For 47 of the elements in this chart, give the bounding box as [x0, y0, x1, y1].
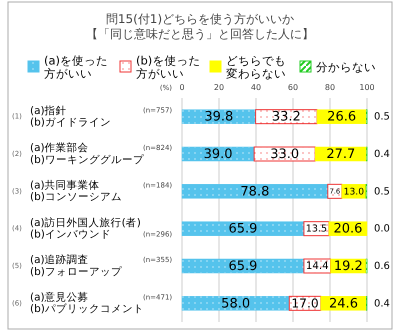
data-label: 13.0	[344, 186, 364, 197]
data-label: 0.5	[374, 111, 390, 122]
x-tick-label: 60	[288, 82, 298, 92]
x-tick-label: 40	[250, 82, 262, 92]
data-label: 13.5	[306, 223, 328, 234]
chart-title: 問15(付1)どちらを使う方がいいか	[106, 12, 294, 26]
data-label: 26.6	[327, 109, 356, 124]
data-label: 14.4	[306, 260, 329, 272]
bar	[182, 146, 254, 162]
bar	[314, 146, 367, 162]
legend-label: どちらでも変わらない	[226, 54, 286, 80]
data-label: 65.9	[228, 221, 258, 236]
data-label: 20.6	[333, 221, 362, 236]
data-label: 58.0	[221, 296, 250, 311]
data-label: 0.4	[374, 148, 390, 160]
legend-label: (b)を使った方がいい	[136, 54, 200, 80]
data-label: 39.0	[204, 146, 233, 162]
data-label: 33.2	[272, 109, 301, 124]
x-tick-label: 20	[214, 82, 224, 92]
data-label: 27.7	[326, 146, 356, 162]
data-label: 39.8	[204, 109, 234, 124]
y-tick-label: (a)指針 (b)ガイドライン	[30, 104, 111, 128]
y-tick-label: (a)訪日外国人旅行(者) (b)インバウンド	[30, 216, 141, 240]
data-label: 0.5	[374, 186, 390, 197]
data-label: 0.4	[374, 298, 390, 309]
bar	[182, 221, 304, 236]
data-label: 0.0	[374, 223, 390, 234]
data-label: 19.2	[334, 258, 363, 274]
data-label: 33.0	[270, 146, 300, 162]
data-label: 65.9	[228, 258, 258, 274]
bar	[182, 184, 328, 199]
data-label: 0.6	[374, 260, 390, 272]
y-tick-label: (a)作業部会 (b)ワーキンググループ	[30, 141, 145, 166]
legend-label: (a)を使った方がいい	[44, 54, 108, 80]
x-tick-label: 100	[359, 82, 375, 92]
data-label: 24.6	[329, 296, 358, 311]
y-tick-label: (a)共同事業体 (b)コンソーシアム	[30, 178, 122, 204]
y-tick-label: (a)追跡調査 (b)フォローアップ	[30, 253, 123, 278]
legend-label: 分からない	[316, 60, 376, 74]
bar	[182, 258, 304, 274]
x-tick-label: 80	[324, 82, 336, 92]
data-label: 17.0	[291, 296, 319, 310]
x-tick-label: 0	[179, 82, 185, 92]
bar	[182, 296, 290, 311]
y-tick-label: (a)意見公募 (b)パブリックコメント	[30, 290, 144, 316]
chart-subtitle: 【「同じ意味だと思う」と回答した人に】	[86, 27, 314, 41]
data-label: 78.8	[240, 184, 270, 199]
